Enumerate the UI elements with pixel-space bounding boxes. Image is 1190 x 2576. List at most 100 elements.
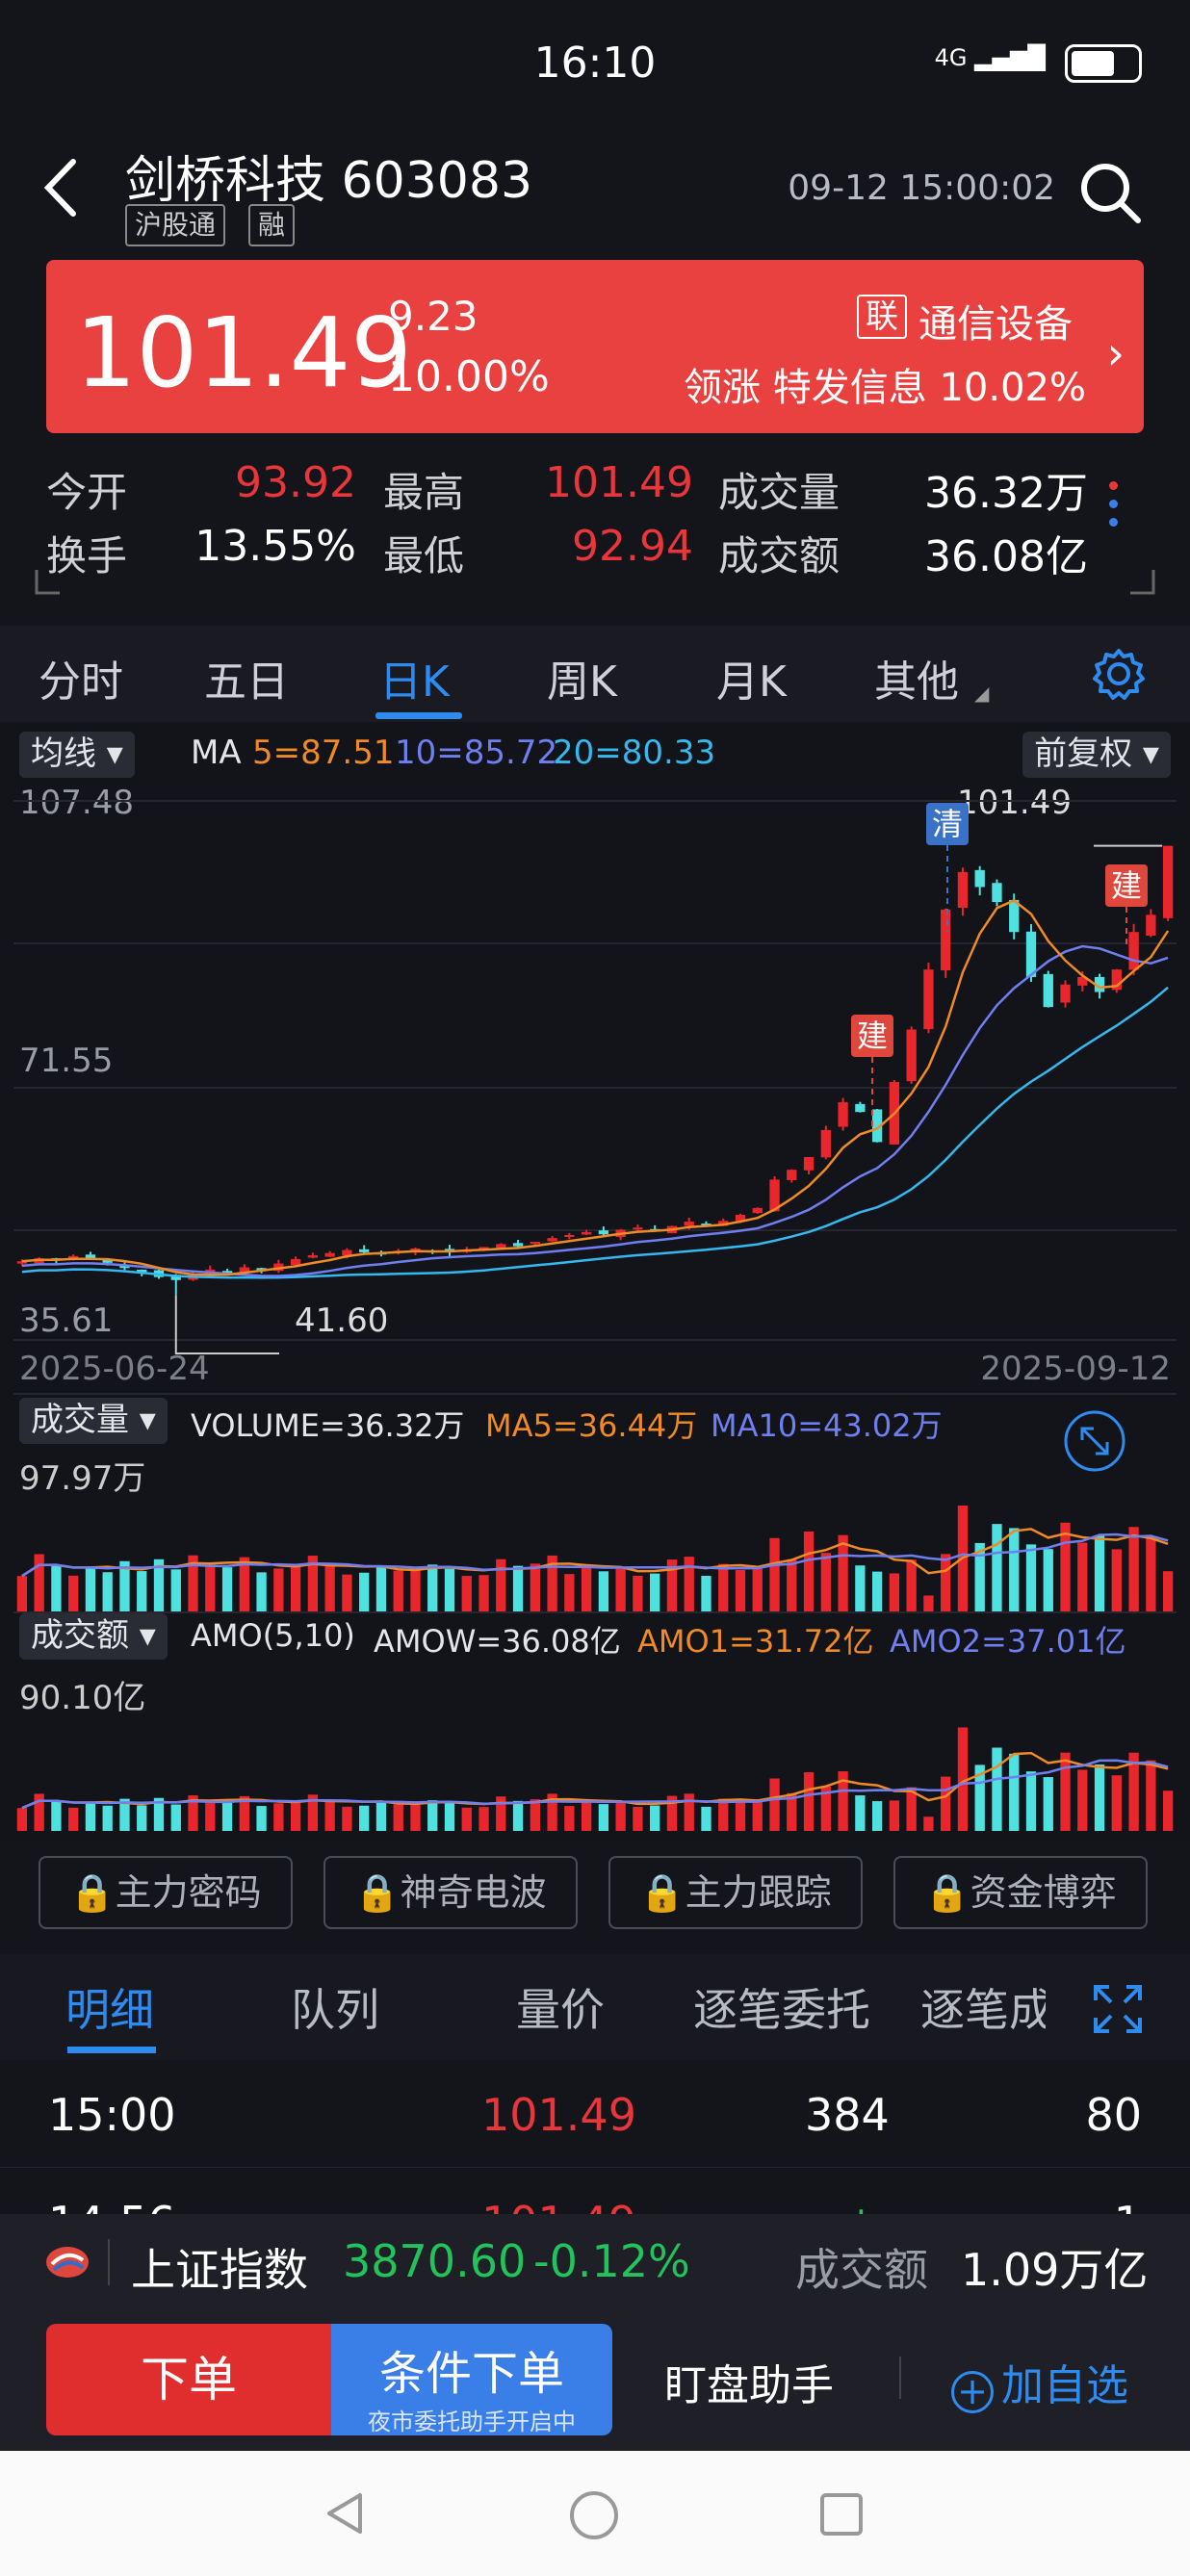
indicator-btn-1[interactable]: 🔒主力密码 — [39, 1856, 293, 1929]
price-banner[interactable]: 101.49 9.23 10.00% 联 通信设备 领涨 特发信息 10.02%… — [46, 260, 1144, 433]
y-axis-mid: 71.55 — [19, 1042, 114, 1080]
amount-bar — [871, 1801, 883, 1831]
volume-bar — [273, 1568, 284, 1611]
candle-body — [1060, 984, 1071, 1003]
tab-monthly-k[interactable]: 月K — [716, 657, 787, 707]
nav-back-icon[interactable] — [322, 2489, 370, 2537]
candle-body — [684, 1221, 694, 1226]
candle-body — [941, 909, 951, 971]
amount-bar — [85, 1802, 96, 1831]
conditional-order-button[interactable]: 条件下单 夜市委托助手开启中 — [331, 2324, 612, 2435]
amount-bar — [137, 1805, 147, 1831]
kline-svg[interactable] — [0, 724, 1190, 1841]
dtab-volume-price[interactable]: 量价 — [516, 1984, 605, 2036]
amount-bar — [974, 1765, 985, 1831]
dtab-order-by-order[interactable]: 逐笔委托 — [693, 1984, 870, 2036]
candle-body — [564, 1234, 575, 1237]
volume-bar — [34, 1554, 44, 1611]
volume-bar — [598, 1571, 609, 1611]
nav-home-icon[interactable] — [568, 2489, 620, 2541]
candle-body — [1094, 976, 1105, 992]
quote-label-open: 今开 — [46, 469, 128, 516]
candle-body — [479, 1247, 489, 1250]
dtab-trade-by-trade[interactable]: 逐笔成 — [920, 1984, 1046, 2036]
volume-bar — [923, 1595, 934, 1611]
amount-bar — [787, 1792, 797, 1831]
index-amount-label: 成交额 — [795, 2244, 928, 2296]
search-icon[interactable] — [1076, 159, 1144, 226]
adjust-selector[interactable]: 前复权 ▾ — [1022, 732, 1171, 778]
amount-bar — [324, 1799, 335, 1831]
tab-other[interactable]: 其他 — [874, 657, 959, 707]
high-label: 101.49 — [957, 784, 1072, 822]
amount-bar — [581, 1801, 592, 1831]
amount-bar — [205, 1799, 216, 1831]
marker-qing[interactable]: 清 — [926, 803, 969, 845]
date-start: 2025-06-24 — [19, 1350, 210, 1388]
expand-chart-icon[interactable] — [1063, 1409, 1126, 1473]
tab-weekly-k[interactable]: 周K — [547, 657, 617, 707]
volume-bar — [889, 1573, 900, 1611]
index-bar[interactable]: 上证指数 3870.60 -0.12% 成交额 1.09万亿 — [0, 2214, 1190, 2310]
amount-bar — [359, 1805, 370, 1831]
more-quotes-icon[interactable] — [1109, 481, 1125, 536]
tab-intraday[interactable]: 分时 — [39, 657, 123, 707]
index-amount: 1.09万亿 — [961, 2244, 1149, 2296]
amount-bar — [1111, 1775, 1122, 1831]
trade-price: 101.49 — [481, 2197, 636, 2214]
volume-selector[interactable]: 成交量 ▾ — [19, 1398, 168, 1444]
candle-body — [256, 1268, 267, 1271]
back-icon[interactable] — [39, 154, 83, 221]
amount-bar — [102, 1805, 113, 1831]
amount-bar — [666, 1795, 678, 1831]
volume-bar — [153, 1558, 165, 1611]
candle-body — [530, 1242, 540, 1245]
order-button[interactable]: 下单 — [46, 2324, 331, 2435]
indicator-btn-2[interactable]: 🔒神奇电波 — [323, 1856, 578, 1929]
add-watchlist-button[interactable]: + 加自选 — [951, 2351, 1128, 2413]
fullscreen-icon[interactable] — [1092, 1983, 1144, 2035]
gear-icon[interactable] — [1090, 645, 1148, 703]
volume-bar — [461, 1576, 472, 1611]
sector-lead: 领涨 特发信息 10.02% — [684, 366, 1086, 410]
expand-quotes-icon[interactable] — [1126, 568, 1155, 597]
amount-selector[interactable]: 成交额 ▾ — [19, 1613, 168, 1660]
candle-body — [1025, 931, 1037, 977]
amount-bar — [170, 1804, 181, 1831]
sector-name: 通信设备 — [918, 302, 1073, 347]
volume-bar — [512, 1565, 524, 1611]
marker-jian-1[interactable]: 建 — [851, 1015, 893, 1057]
tab-five-day[interactable]: 五日 — [204, 657, 289, 707]
marker-jian-2[interactable]: 建 — [1105, 864, 1148, 907]
amount-bar — [838, 1771, 848, 1831]
amount-bar — [1146, 1760, 1156, 1831]
tab-daily-k[interactable]: 日K — [379, 657, 450, 707]
ma5-value: 5=87.51 — [252, 734, 395, 772]
volume-bar — [444, 1568, 455, 1611]
candle-body — [803, 1156, 815, 1171]
candle-body — [324, 1252, 335, 1257]
candle-body — [137, 1269, 147, 1273]
indicator-btn-4[interactable]: 🔒资金博弈 — [893, 1856, 1148, 1929]
watch-helper-button[interactable]: 盯盘助手 — [664, 2361, 834, 2410]
dtab-detail[interactable]: 明细 — [65, 1984, 154, 2036]
ma-label: MA — [191, 734, 242, 772]
volume-bar — [769, 1537, 780, 1611]
amount-bar — [1162, 1790, 1174, 1831]
candle-body — [769, 1179, 780, 1212]
amount-bar — [633, 1807, 643, 1831]
amount-bar — [992, 1747, 1002, 1831]
candle-body — [239, 1267, 249, 1275]
index-name: 上证指数 — [131, 2244, 308, 2296]
kline-chart-area: 均线 ▾ MA 5=87.51 10=85.72 20=80.33 前复权 ▾ … — [0, 724, 1190, 1841]
quote-value-turnover: 13.55% — [194, 522, 356, 571]
indicator-btn-3[interactable]: 🔒主力跟踪 — [608, 1856, 863, 1929]
ma-selector[interactable]: 均线 ▾ — [19, 732, 135, 778]
nav-recents-icon[interactable] — [818, 2491, 865, 2537]
quote-value-volume: 36.32万 — [924, 469, 1088, 518]
volume-bar — [102, 1572, 113, 1611]
volume-bar — [871, 1571, 883, 1611]
volume-bar — [205, 1562, 216, 1611]
dtab-queue[interactable]: 队列 — [291, 1984, 379, 2036]
trade-row: 14:56 101.49 1卖 1 — [0, 2168, 1190, 2214]
